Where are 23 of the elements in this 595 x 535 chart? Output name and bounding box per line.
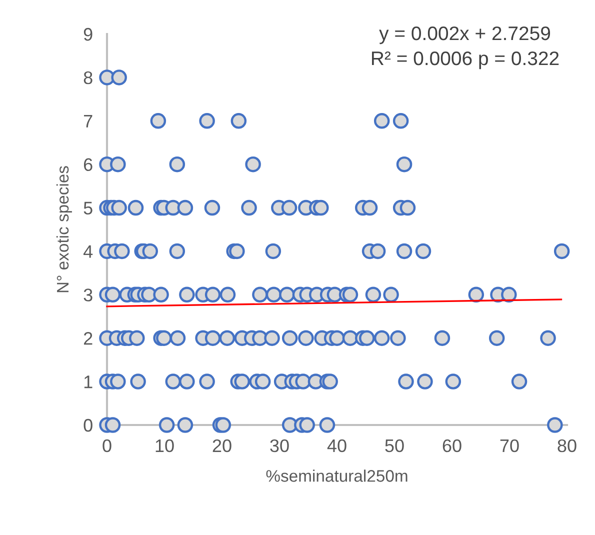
x-tick-label: 70	[500, 439, 519, 452]
x-tick-label: 40	[327, 439, 346, 452]
y-tick-label: 7	[84, 115, 92, 128]
y-tick-label: 5	[84, 202, 92, 214]
x-tick-label: 60	[442, 439, 462, 452]
x-tick-label: 80	[558, 439, 576, 452]
y-tick-label: 8	[84, 71, 92, 84]
y-tick-label: 2	[84, 332, 92, 345]
x-axis-title: %seminatural250m	[266, 470, 408, 482]
y-tick-label: 6	[84, 158, 92, 172]
y-tick-label: 9	[84, 28, 92, 41]
annotation: R² = 0.0006 p = 0.322	[372, 51, 559, 70]
y-axis-title: N° exotic species	[56, 166, 72, 292]
y-tick-label: 3	[84, 288, 92, 302]
y-tick-label: 1	[84, 376, 92, 388]
x-tick-label: 0	[102, 439, 112, 452]
y-tick-label: 4	[83, 245, 93, 258]
x-tick-label: 50	[385, 439, 404, 452]
y-tick-label: 0	[84, 418, 92, 432]
x-tick-label: 30	[270, 439, 289, 452]
x-tick-label: 10	[156, 439, 174, 452]
annotation: y = 0.002x + 2.7259	[379, 26, 550, 44]
x-tick-label: 20	[212, 439, 232, 452]
